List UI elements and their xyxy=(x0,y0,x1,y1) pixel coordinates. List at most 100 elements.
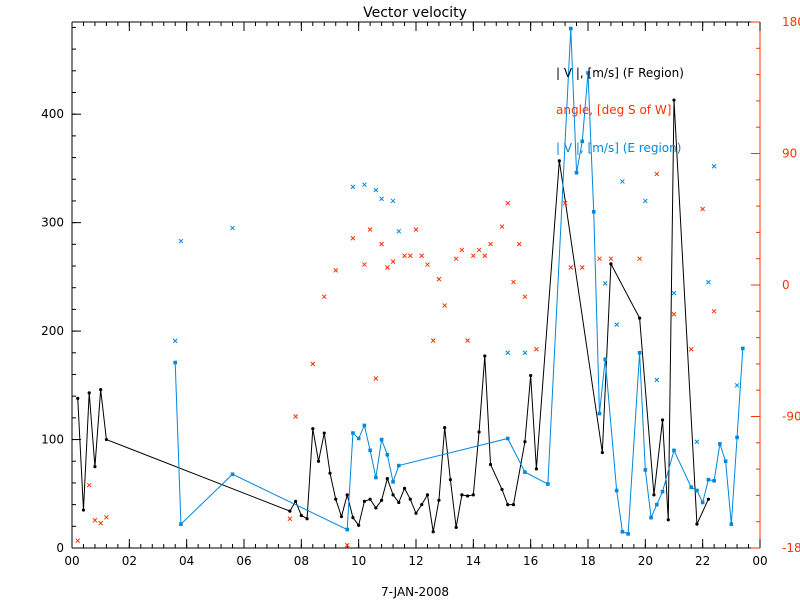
f-region-point xyxy=(305,517,309,521)
chart-title: Vector velocity xyxy=(363,5,467,21)
angle-point xyxy=(442,303,448,308)
e-region-marker xyxy=(620,179,625,184)
f-region-point xyxy=(483,354,487,358)
e-region-line xyxy=(174,28,744,535)
x-tick-label: 08 xyxy=(294,554,309,568)
f-region-point xyxy=(81,508,86,512)
e-region-point xyxy=(523,470,527,474)
angle-point xyxy=(516,241,522,247)
x-tick-label: 14 xyxy=(466,554,481,568)
e-region-point xyxy=(345,527,349,532)
x-tick-label: 02 xyxy=(122,554,137,568)
e-region-point xyxy=(586,71,590,75)
legend-e-region: | V |, [m/s] (E region) xyxy=(556,141,681,155)
e-region-point xyxy=(591,209,596,214)
f-region-point xyxy=(460,493,464,497)
f-region-point xyxy=(294,499,298,503)
angle-point xyxy=(711,308,717,314)
e-region-marker xyxy=(373,187,379,193)
f-region-point xyxy=(328,471,332,475)
angle-point xyxy=(534,346,539,352)
angle-point xyxy=(293,414,298,419)
x-tick-label: 12 xyxy=(408,554,423,568)
f-region-point xyxy=(511,503,516,507)
f-region-point xyxy=(76,396,80,400)
y-right-tick-label: 90 xyxy=(782,147,797,161)
e-region-marker xyxy=(734,382,740,388)
e-region-point xyxy=(718,442,722,446)
e-region-point xyxy=(637,350,642,355)
x-axis-label: 7-JAN-2008 xyxy=(381,585,449,599)
e-region-point xyxy=(695,488,699,493)
f-region-point xyxy=(368,497,372,501)
f-region-point xyxy=(357,523,361,527)
e-region-point xyxy=(179,522,183,526)
f-region-point xyxy=(488,462,493,467)
f-region-point xyxy=(334,497,338,501)
x-tick-label: 00 xyxy=(64,554,79,568)
e-region-marker xyxy=(642,198,648,204)
e-region-marker xyxy=(230,225,235,231)
e-region-point xyxy=(729,522,734,526)
angle-point xyxy=(688,346,694,352)
e-region-marker xyxy=(362,182,367,188)
e-region-marker xyxy=(694,439,700,445)
e-region-point xyxy=(374,475,378,480)
e-region-point xyxy=(700,500,705,505)
x-tick-label: 16 xyxy=(523,554,538,568)
angle-point xyxy=(453,256,459,262)
e-region-point xyxy=(689,485,693,490)
e-region-point xyxy=(741,346,745,351)
x-tick-label: 04 xyxy=(179,554,194,568)
f-region-point xyxy=(380,498,384,502)
angle-point xyxy=(379,241,384,247)
e-region-point xyxy=(569,26,573,31)
e-region-point xyxy=(397,463,401,468)
angle-point xyxy=(287,516,293,522)
f-region-point xyxy=(660,418,665,422)
f-region-point xyxy=(529,373,533,378)
f-region-point xyxy=(466,494,470,498)
f-region-line xyxy=(77,100,709,532)
angle-point xyxy=(436,276,442,282)
e-region-point xyxy=(712,478,716,483)
f-region-point xyxy=(706,497,711,501)
e-region-point xyxy=(362,423,367,428)
e-region-point xyxy=(660,489,665,494)
f-region-point xyxy=(339,514,344,519)
e-region-marker xyxy=(390,198,396,204)
e-region-point xyxy=(643,468,648,472)
y-right-tick-label: 0 xyxy=(782,278,790,292)
f-region-point xyxy=(288,509,292,513)
f-region-point xyxy=(362,499,366,503)
f-region-point xyxy=(311,427,315,431)
f-region-point xyxy=(408,497,412,501)
e-region-marker xyxy=(178,238,184,244)
e-region-point xyxy=(505,436,510,441)
f-region-point xyxy=(638,316,642,320)
angle-point xyxy=(75,538,81,544)
angle-point xyxy=(350,235,356,241)
angle-point xyxy=(459,247,465,253)
angle-point xyxy=(562,200,568,206)
y-left-tick-label: 400 xyxy=(41,107,64,121)
e-region-point xyxy=(351,431,355,435)
angle-point xyxy=(608,256,614,262)
f-region-point xyxy=(322,431,326,435)
x-tick-label: 06 xyxy=(236,554,251,568)
f-region-point xyxy=(345,493,349,497)
angle-point xyxy=(488,241,493,247)
angle-point xyxy=(92,517,98,523)
f-region-point xyxy=(420,503,424,507)
angle-point xyxy=(579,265,585,270)
angle-point xyxy=(419,253,425,259)
e-region-marker xyxy=(350,184,356,190)
f-region-point xyxy=(652,493,656,497)
f-region-point xyxy=(471,493,475,497)
angle-point xyxy=(482,253,488,259)
f-region-point xyxy=(316,459,321,463)
e-region-point xyxy=(655,502,659,507)
angle-point xyxy=(344,542,350,548)
angle-point xyxy=(384,265,390,270)
e-region-point xyxy=(597,411,602,416)
